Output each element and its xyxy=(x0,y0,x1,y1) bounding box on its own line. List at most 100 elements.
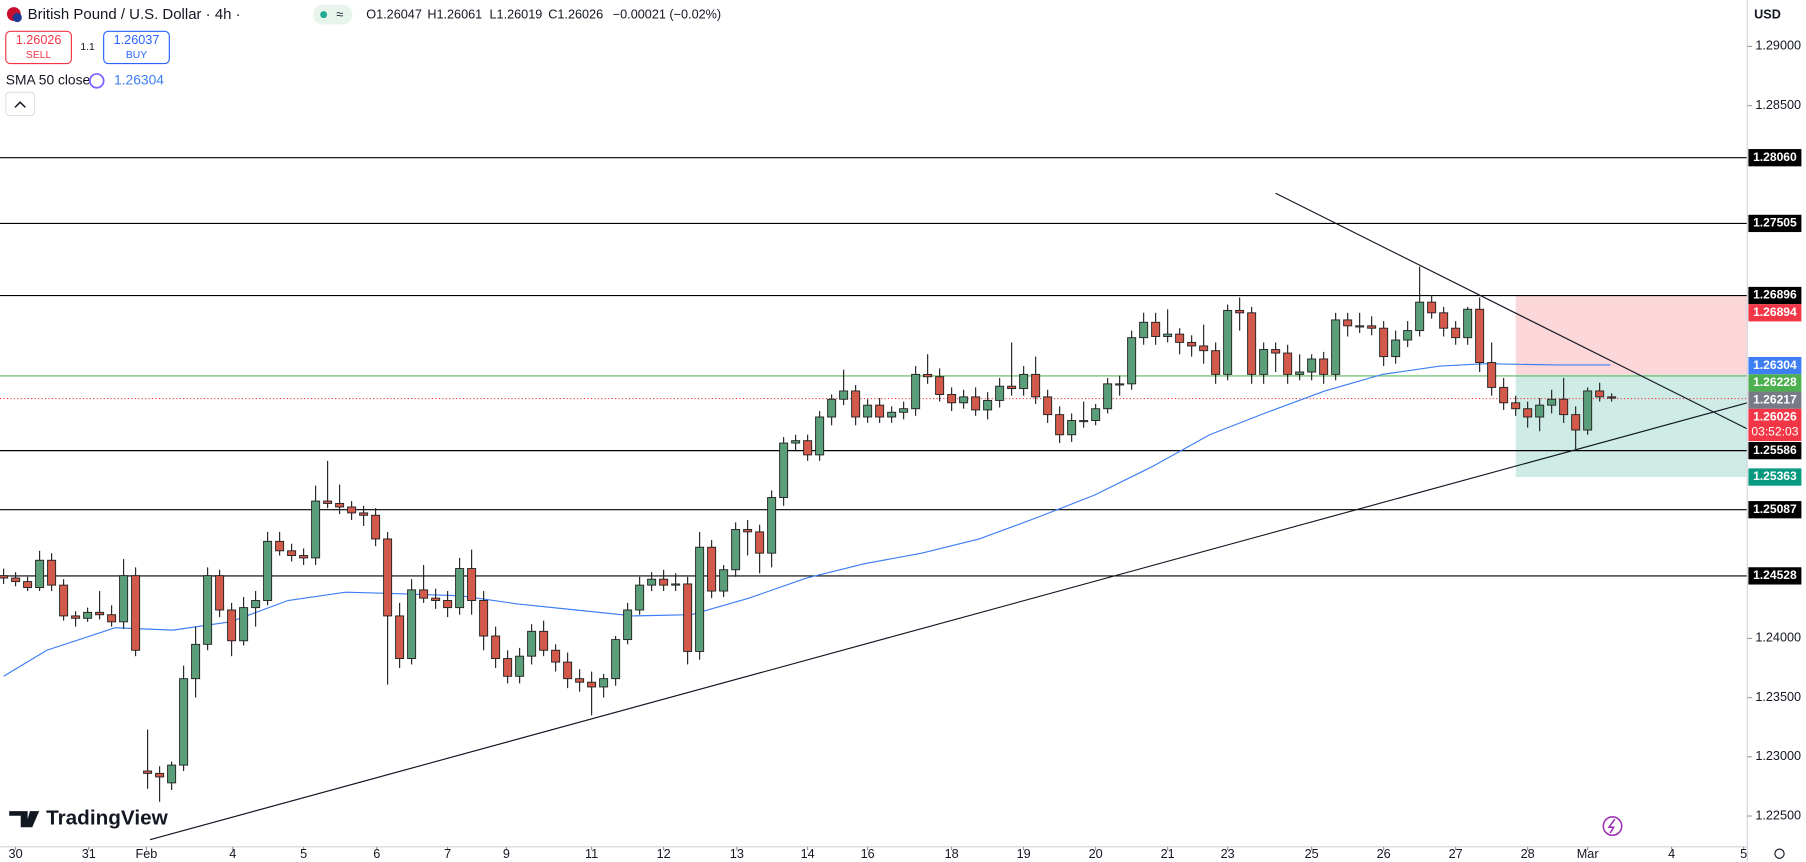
candle-body xyxy=(659,578,669,586)
candle-body xyxy=(443,600,453,609)
candle-body xyxy=(1439,312,1449,329)
price-label-box xyxy=(1748,441,1802,460)
candle-body xyxy=(935,376,945,395)
settings-icon[interactable] xyxy=(1774,848,1785,859)
candle xyxy=(1475,297,1485,373)
candle-body xyxy=(599,678,609,688)
candle-body xyxy=(11,577,21,583)
candle-body xyxy=(359,512,369,516)
candle-body xyxy=(1247,312,1257,375)
price-label-box xyxy=(1748,391,1802,409)
candle-body xyxy=(311,500,321,559)
x-tick-label: Feb xyxy=(135,847,157,861)
candle-body xyxy=(923,373,933,378)
candle-body xyxy=(203,575,213,645)
candle-body xyxy=(35,559,45,588)
sell-button[interactable] xyxy=(5,30,72,65)
candle-body xyxy=(779,442,789,498)
candle xyxy=(95,591,105,620)
x-tick-label: 11 xyxy=(585,847,598,861)
indicator-icon[interactable] xyxy=(88,73,105,89)
candle-body xyxy=(83,611,93,619)
price-label-box xyxy=(1748,567,1802,585)
y-tick-label: 1.23500 xyxy=(1755,690,1801,704)
candle xyxy=(563,652,573,689)
x-tick-label: 9 xyxy=(503,847,510,861)
candle-body xyxy=(515,655,525,677)
candle-body xyxy=(1211,350,1221,375)
candle-body xyxy=(1403,330,1413,341)
candle-body xyxy=(299,555,309,559)
candle-body xyxy=(1379,327,1389,358)
candle-body xyxy=(647,578,657,586)
candle-body xyxy=(179,678,189,766)
candle xyxy=(275,531,285,556)
candle xyxy=(311,485,321,566)
ohlc-open: O1.26047 xyxy=(366,8,422,22)
candle xyxy=(191,626,201,698)
candle xyxy=(1283,344,1293,384)
candle xyxy=(431,588,441,609)
candle-body xyxy=(1115,383,1125,386)
candle xyxy=(1427,295,1437,319)
y-tick-label: 1.24000 xyxy=(1755,631,1801,645)
candle-body xyxy=(1007,385,1017,390)
candle xyxy=(983,392,993,420)
candle-body xyxy=(731,529,741,571)
candle xyxy=(1583,387,1593,435)
candle xyxy=(299,548,309,566)
buy-label: BUY xyxy=(126,50,147,61)
candle-body xyxy=(503,658,513,677)
candle xyxy=(587,671,597,716)
x-tick-label: 13 xyxy=(730,847,744,861)
alert-icon[interactable] xyxy=(1602,816,1623,837)
indicator-name[interactable]: SMA 50 close xyxy=(6,72,91,88)
x-tick-label: 21 xyxy=(1161,847,1175,861)
candle xyxy=(827,394,837,426)
candle xyxy=(1235,297,1245,331)
candle-body xyxy=(95,611,105,616)
candle xyxy=(1367,316,1377,336)
candle xyxy=(839,369,849,406)
candle xyxy=(1379,321,1389,367)
candle xyxy=(1439,306,1449,337)
y-tick-label: 1.29000 xyxy=(1755,39,1801,53)
candle-body xyxy=(1151,321,1161,337)
currency[interactable]: USD xyxy=(1754,8,1781,22)
collapse-button[interactable] xyxy=(5,91,36,116)
candle xyxy=(287,543,297,562)
candle xyxy=(1199,324,1209,364)
candle xyxy=(1223,304,1233,381)
candle xyxy=(107,605,117,627)
market-status[interactable] xyxy=(313,4,353,25)
candle xyxy=(743,520,753,556)
candle-body xyxy=(611,639,621,680)
candle xyxy=(59,579,69,621)
candle-body xyxy=(467,568,477,601)
candle-body xyxy=(407,589,417,659)
price-label-box xyxy=(1748,356,1802,375)
candle-body xyxy=(131,575,141,651)
plot-area xyxy=(0,157,1748,841)
candle xyxy=(851,385,861,426)
price-label: 1.25586 xyxy=(1753,443,1797,457)
candle-body xyxy=(803,440,813,456)
candle-body xyxy=(539,630,549,651)
price-label-box xyxy=(1748,286,1802,305)
price-label-box xyxy=(1748,501,1802,519)
candle xyxy=(491,626,501,669)
symbol-title[interactable]: British Pound / U.S. Dollar · 4h · xyxy=(28,6,241,23)
price-label-box xyxy=(1748,149,1802,167)
buy-button[interactable] xyxy=(103,30,170,65)
candle-body xyxy=(887,411,897,418)
candle xyxy=(1571,406,1581,449)
candle xyxy=(875,398,885,423)
candle xyxy=(539,620,549,657)
candle xyxy=(1067,413,1077,442)
candle-body xyxy=(1571,414,1581,431)
candle xyxy=(1139,312,1149,345)
candle-body xyxy=(251,600,261,609)
candle xyxy=(911,366,921,416)
candle-body xyxy=(563,661,573,680)
